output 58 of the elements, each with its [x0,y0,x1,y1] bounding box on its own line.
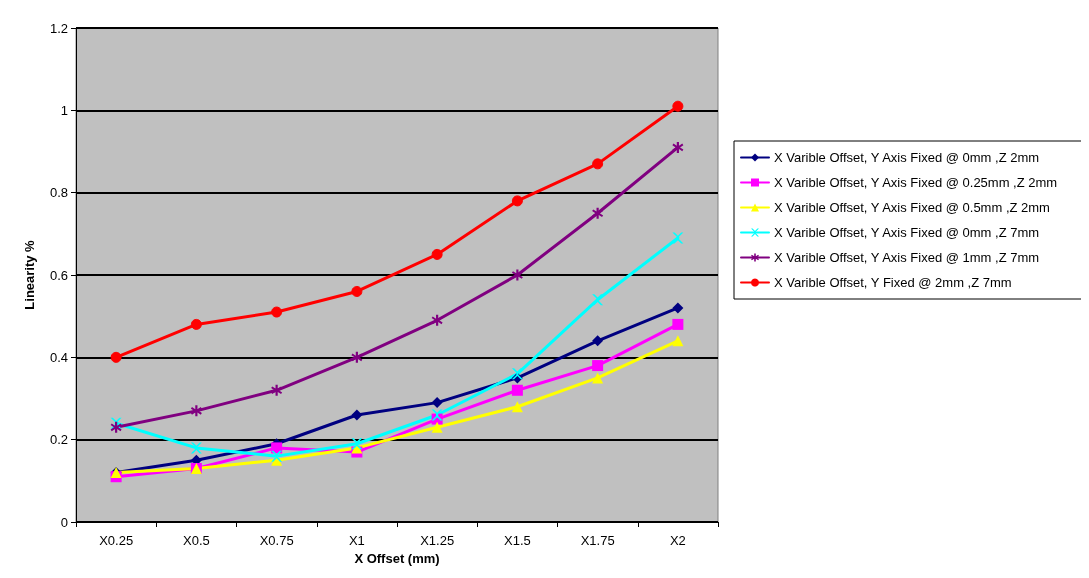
point [592,158,604,170]
x-tick-label: X1.75 [580,533,615,548]
legend-label: X Varible Offset, Y Axis Fixed @ 1mm ,Z 7mm [774,250,1040,265]
point [672,141,684,153]
x-tick-label: X2 [669,533,686,548]
point [110,351,122,363]
point [431,421,443,433]
point [511,195,523,207]
point [592,335,604,347]
y-tick-label: 1.2 [49,20,68,36]
point [110,421,122,433]
point [672,318,684,330]
x-axis-title: X Offset (mm) [354,551,440,566]
x-tick-label: X1.25 [420,533,455,548]
legend-label: X Varible Offset, Y Axis Fixed @ 0mm ,Z 2mm [774,150,1040,165]
point [351,438,363,450]
point [511,401,523,413]
legend-label: X Varible Offset, Y Fixed @ 2mm ,Z 7mm [774,275,1012,290]
x-tick-label: X0.5 [183,533,210,548]
point [672,302,684,314]
y-tick-label: 0.6 [49,267,68,283]
legend-label: X Varible Offset, Y Axis Fixed @ 0.5mm ,Z 2mm [774,200,1050,215]
point [672,335,684,347]
x-tick-label: X0.75 [259,533,294,548]
point [271,450,283,462]
point [672,232,684,244]
y-tick-label: 0.2 [49,432,68,448]
x-tick-label: X1 [348,533,365,548]
point [592,372,604,384]
point [592,294,604,306]
point [190,318,202,330]
point [190,442,202,454]
x-tick-label: X0.25 [99,533,134,548]
point [511,368,523,380]
x-tick-label: X1.5 [504,533,531,548]
point [351,285,363,297]
point [431,409,443,421]
point [351,351,363,363]
y-tick-label: 0.4 [49,349,68,365]
point [271,384,283,396]
point [351,409,363,421]
y-tick-label: 0 [60,514,68,530]
y-axis-title: Linearity % [22,239,37,310]
point [511,269,523,281]
legend-label: X Varible Offset, Y Axis Fixed @ 0.25mm ,Z 2mm [774,175,1058,190]
y-tick-label: 0.8 [49,185,68,201]
point [592,360,604,372]
point [592,207,604,219]
legend-label: X Varible Offset, Y Axis Fixed @ 0mm ,Z 7mm [774,225,1040,240]
point [271,306,283,318]
point [271,442,283,454]
point [672,100,684,112]
y-tick-label: 1 [60,102,68,118]
point [511,384,523,396]
point [190,405,202,417]
point [431,248,443,260]
point [431,314,443,326]
point [431,397,443,409]
